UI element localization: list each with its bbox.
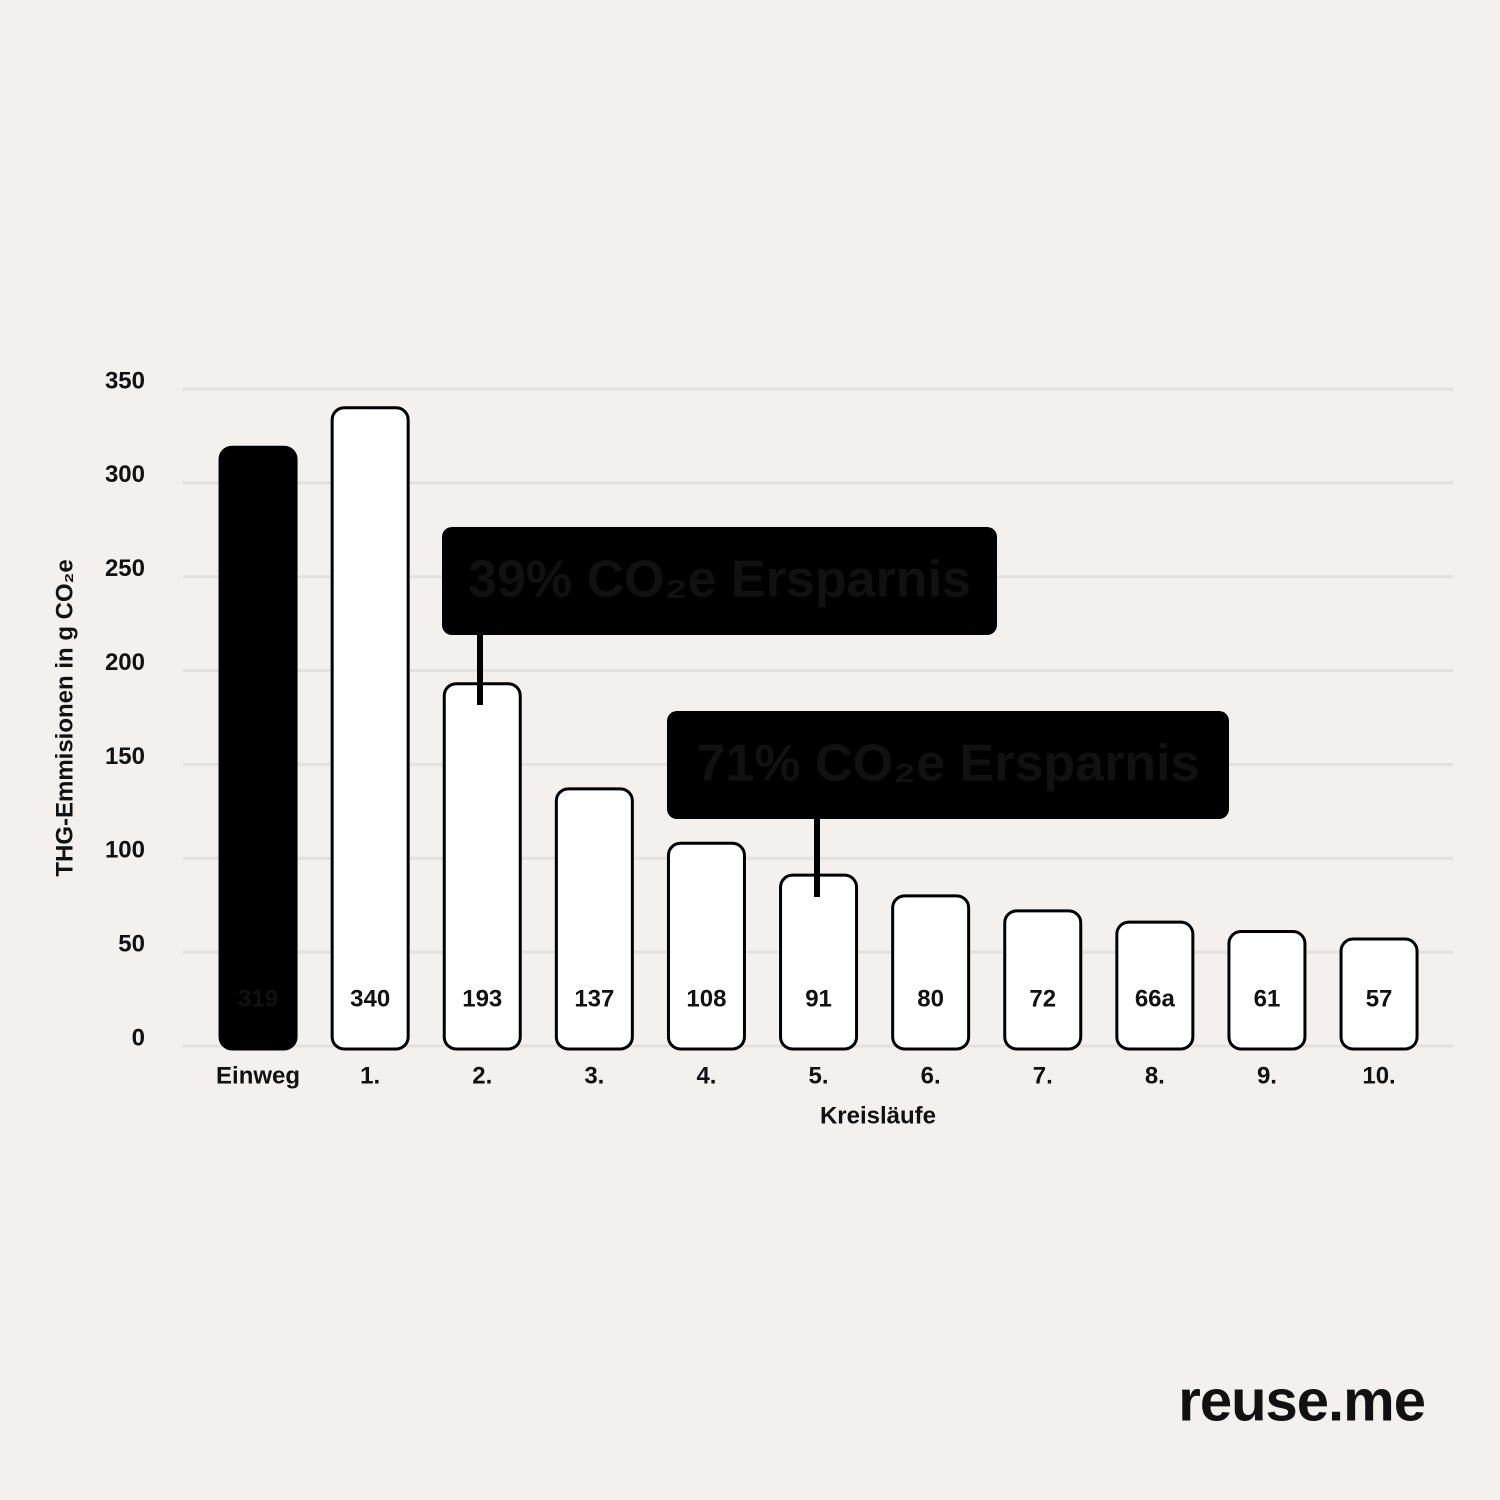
y-tick-label: 250 <box>105 555 145 582</box>
value-label: 91 <box>805 985 832 1012</box>
bar <box>1339 937 1419 1051</box>
bar <box>554 787 634 1051</box>
value-label: 137 <box>574 985 614 1012</box>
y-tick-label: 200 <box>105 649 145 676</box>
bar <box>330 406 410 1051</box>
bar <box>218 445 298 1051</box>
x-tick-label: 6. <box>921 1062 941 1089</box>
value-label: 57 <box>1366 985 1393 1012</box>
bar <box>779 873 859 1051</box>
brand-logo: reuse.me <box>1178 1368 1425 1433</box>
value-label: 61 <box>1254 985 1281 1012</box>
x-tick-label: 3. <box>584 1062 604 1089</box>
x-tick-label: 5. <box>809 1062 829 1089</box>
y-axis-label: THG-Emmisionen in g CO₂e <box>51 559 78 876</box>
bar <box>1227 929 1307 1051</box>
value-label: 66a <box>1135 985 1176 1012</box>
x-axis-label: Kreisläufe <box>820 1102 936 1129</box>
value-label: 80 <box>917 985 944 1012</box>
callout-text: 71% CO₂e Ersparnis <box>697 735 1200 793</box>
bar <box>1115 920 1195 1051</box>
bar <box>891 894 971 1051</box>
value-label: 72 <box>1029 985 1056 1012</box>
value-label: 319 <box>238 985 278 1012</box>
y-tick-label: 0 <box>132 1024 145 1051</box>
bar <box>1003 909 1083 1051</box>
x-tick-label: 4. <box>696 1062 716 1089</box>
x-tick-label: Einweg <box>216 1062 300 1089</box>
value-label: 193 <box>462 985 502 1012</box>
bar <box>666 841 746 1051</box>
callout-text: 39% CO₂e Ersparnis <box>468 551 971 609</box>
callout-box <box>667 711 1229 819</box>
x-tick-label: 7. <box>1033 1062 1053 1089</box>
x-tick-label: 2. <box>472 1062 492 1089</box>
y-tick-label: 300 <box>105 461 145 488</box>
x-tick-label: 9. <box>1257 1062 1277 1089</box>
x-tick-label: 10. <box>1362 1062 1395 1089</box>
value-label: 108 <box>686 985 726 1012</box>
y-tick-label: 150 <box>105 743 145 770</box>
y-tick-label: 50 <box>118 930 145 957</box>
x-tick-label: 1. <box>360 1062 380 1089</box>
y-tick-label: 100 <box>105 837 145 864</box>
value-label: 340 <box>350 985 390 1012</box>
y-tick-label: 350 <box>105 367 145 394</box>
x-tick-label: 8. <box>1145 1062 1165 1089</box>
callout-box <box>442 527 997 635</box>
